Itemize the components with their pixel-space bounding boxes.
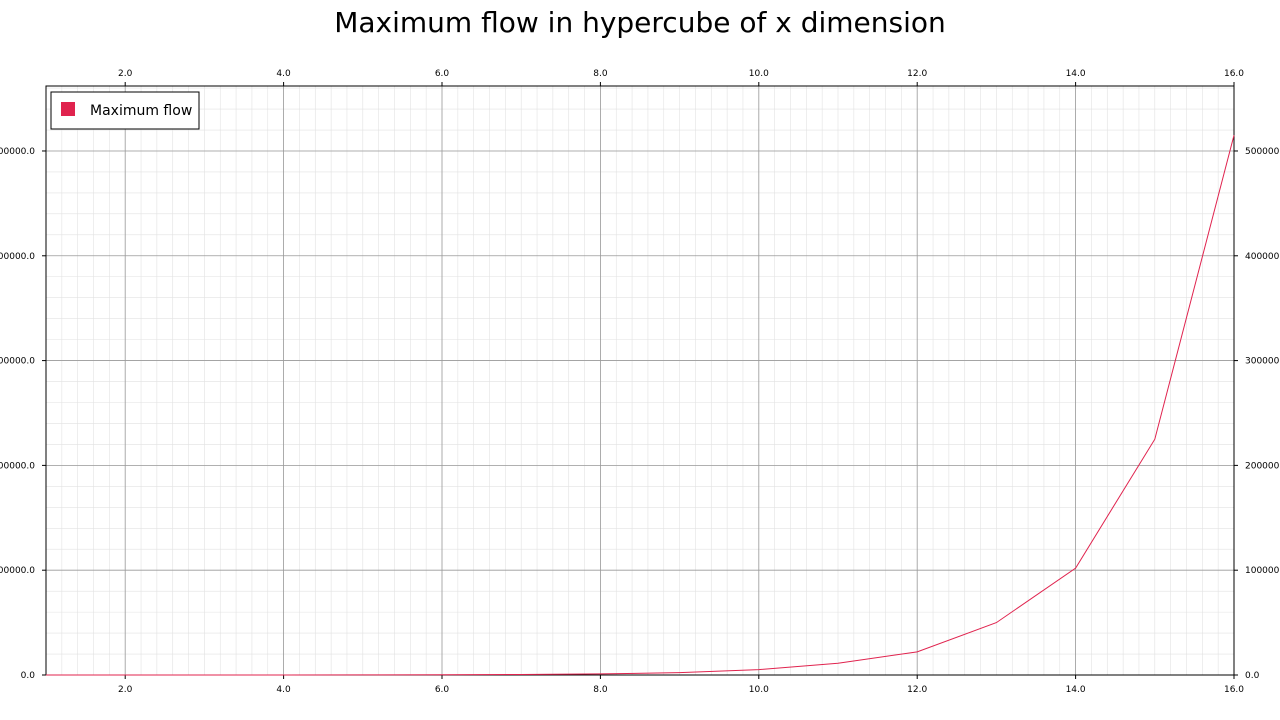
legend-box bbox=[50, 91, 200, 130]
x-tick-label-top: 10.0 bbox=[749, 69, 769, 79]
x-tick-label-bottom: 6.0 bbox=[435, 685, 450, 695]
legend: Maximum flow bbox=[50, 91, 200, 130]
x-tick-label-top: 12.0 bbox=[907, 69, 927, 79]
x-tick-label-bottom: 14.0 bbox=[1066, 685, 1086, 695]
x-tick-label-bottom: 4.0 bbox=[276, 685, 291, 695]
x-tick-label-bottom: 10.0 bbox=[749, 685, 769, 695]
y-tick-label-left: 300000.0 bbox=[0, 357, 35, 367]
y-tick-label-left: 200000.0 bbox=[0, 461, 35, 471]
x-tick-label-top: 8.0 bbox=[593, 69, 608, 79]
x-tick-label-bottom: 8.0 bbox=[593, 685, 608, 695]
x-tick-label-top: 2.0 bbox=[118, 69, 133, 79]
x-tick-label-bottom: 12.0 bbox=[907, 685, 927, 695]
y-tick-label-left: 100000.0 bbox=[0, 566, 35, 576]
y-tick-label-left: 500000.0 bbox=[0, 147, 35, 157]
y-tick-label-right: 0.0 bbox=[1245, 671, 1260, 681]
y-tick-label-left: 400000.0 bbox=[0, 252, 35, 262]
y-tick-label-right: 300000.0 bbox=[1245, 357, 1280, 367]
x-tick-label-top: 14.0 bbox=[1066, 69, 1086, 79]
y-tick-label-left: 0.0 bbox=[21, 671, 36, 681]
series-lines bbox=[46, 135, 1235, 676]
x-tick-label-bottom: 16.0 bbox=[1224, 685, 1244, 695]
plot-frame bbox=[45, 85, 1235, 676]
y-tick-label-right: 100000.0 bbox=[1245, 566, 1280, 576]
minor-grid bbox=[45, 86, 1235, 676]
x-tick-label-top: 6.0 bbox=[435, 69, 450, 79]
x-tick-label-top: 4.0 bbox=[276, 69, 291, 79]
y-tick-label-right: 500000.0 bbox=[1245, 147, 1280, 157]
x-tick-label-bottom: 2.0 bbox=[118, 685, 133, 695]
y-tick-label-right: 200000.0 bbox=[1245, 461, 1280, 471]
chart-title: Maximum flow in hypercube of x dimension bbox=[334, 6, 946, 39]
plot-border bbox=[45, 85, 1235, 676]
legend-label: Maximum flow bbox=[90, 103, 192, 119]
major-grid bbox=[46, 86, 1235, 676]
tick-labels: 2.0 2.0 4.0 4.0 6.0 6.0 8.0 8.0 10.0 10.0 12.0 12.0… bbox=[0, 69, 1280, 695]
x-tick-label-top: 16.0 bbox=[1224, 69, 1244, 79]
series-line-maximum-flow bbox=[46, 135, 1235, 676]
y-tick-label-right: 400000.0 bbox=[1245, 252, 1280, 262]
legend-swatch bbox=[61, 102, 75, 116]
